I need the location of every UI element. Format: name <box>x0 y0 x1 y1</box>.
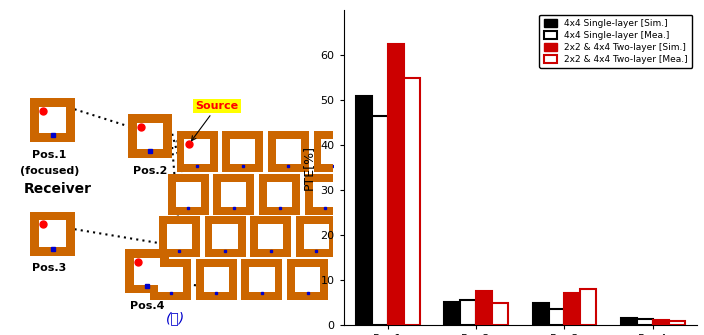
Text: Transmitter: Transmitter <box>360 109 448 122</box>
Bar <box>203 267 229 292</box>
Bar <box>30 212 75 256</box>
Y-axis label: PTE[%]: PTE[%] <box>302 145 315 190</box>
Bar <box>565 292 580 325</box>
Bar <box>548 309 565 325</box>
Bar <box>128 114 172 158</box>
Bar <box>287 259 328 300</box>
Bar <box>268 131 309 172</box>
Bar <box>184 139 210 164</box>
Bar <box>39 220 65 247</box>
Bar <box>213 174 254 215</box>
Bar <box>621 318 637 325</box>
Legend: 4x4 Single-layer [Sim.], 4x4 Single-layer [Mea.], 2x2 & 4x4 Two-layer [Sim.], 2x: 4x4 Single-layer [Sim.], 4x4 Single-laye… <box>539 14 693 68</box>
Bar <box>258 224 283 249</box>
Bar <box>137 123 163 149</box>
Bar <box>388 44 403 325</box>
Bar <box>150 259 191 300</box>
Text: Pos.1: Pos.1 <box>32 150 67 160</box>
Bar <box>322 139 346 164</box>
Bar <box>444 303 460 325</box>
Bar <box>196 259 237 300</box>
Bar <box>249 267 275 292</box>
Bar <box>460 300 476 325</box>
Bar <box>241 259 282 300</box>
Bar <box>476 291 492 325</box>
Bar <box>175 182 201 207</box>
Bar <box>313 131 355 172</box>
Bar <box>653 321 669 325</box>
Bar <box>158 267 183 292</box>
Text: Pos.4: Pos.4 <box>130 301 164 311</box>
Bar <box>159 216 200 257</box>
Bar <box>492 304 508 325</box>
Text: (focused): (focused) <box>20 166 79 176</box>
Bar <box>230 139 256 164</box>
Bar <box>205 216 246 257</box>
Bar <box>221 182 246 207</box>
Bar <box>267 182 292 207</box>
Bar <box>134 258 161 285</box>
Bar <box>313 182 338 207</box>
Bar <box>580 289 596 325</box>
Bar <box>250 216 291 257</box>
Bar <box>295 267 320 292</box>
Text: (가): (가) <box>165 312 185 326</box>
Bar <box>168 174 208 215</box>
Bar <box>167 224 192 249</box>
Bar <box>372 116 388 325</box>
Bar <box>403 77 420 325</box>
Bar <box>669 321 684 325</box>
Bar <box>125 249 169 293</box>
Text: Receiver: Receiver <box>24 182 92 196</box>
Bar <box>533 304 548 325</box>
Bar <box>259 174 300 215</box>
Bar <box>356 95 372 325</box>
Bar <box>213 224 238 249</box>
Bar <box>304 224 329 249</box>
Bar <box>276 139 301 164</box>
Text: Pos.3: Pos.3 <box>32 263 66 273</box>
Bar <box>296 216 337 257</box>
Bar <box>30 98 75 142</box>
Bar <box>177 131 218 172</box>
Text: Source: Source <box>191 101 239 141</box>
Bar <box>637 319 653 325</box>
Bar <box>305 174 346 215</box>
Bar <box>39 107 65 133</box>
Bar <box>222 131 263 172</box>
Text: Pos.2: Pos.2 <box>133 166 168 176</box>
